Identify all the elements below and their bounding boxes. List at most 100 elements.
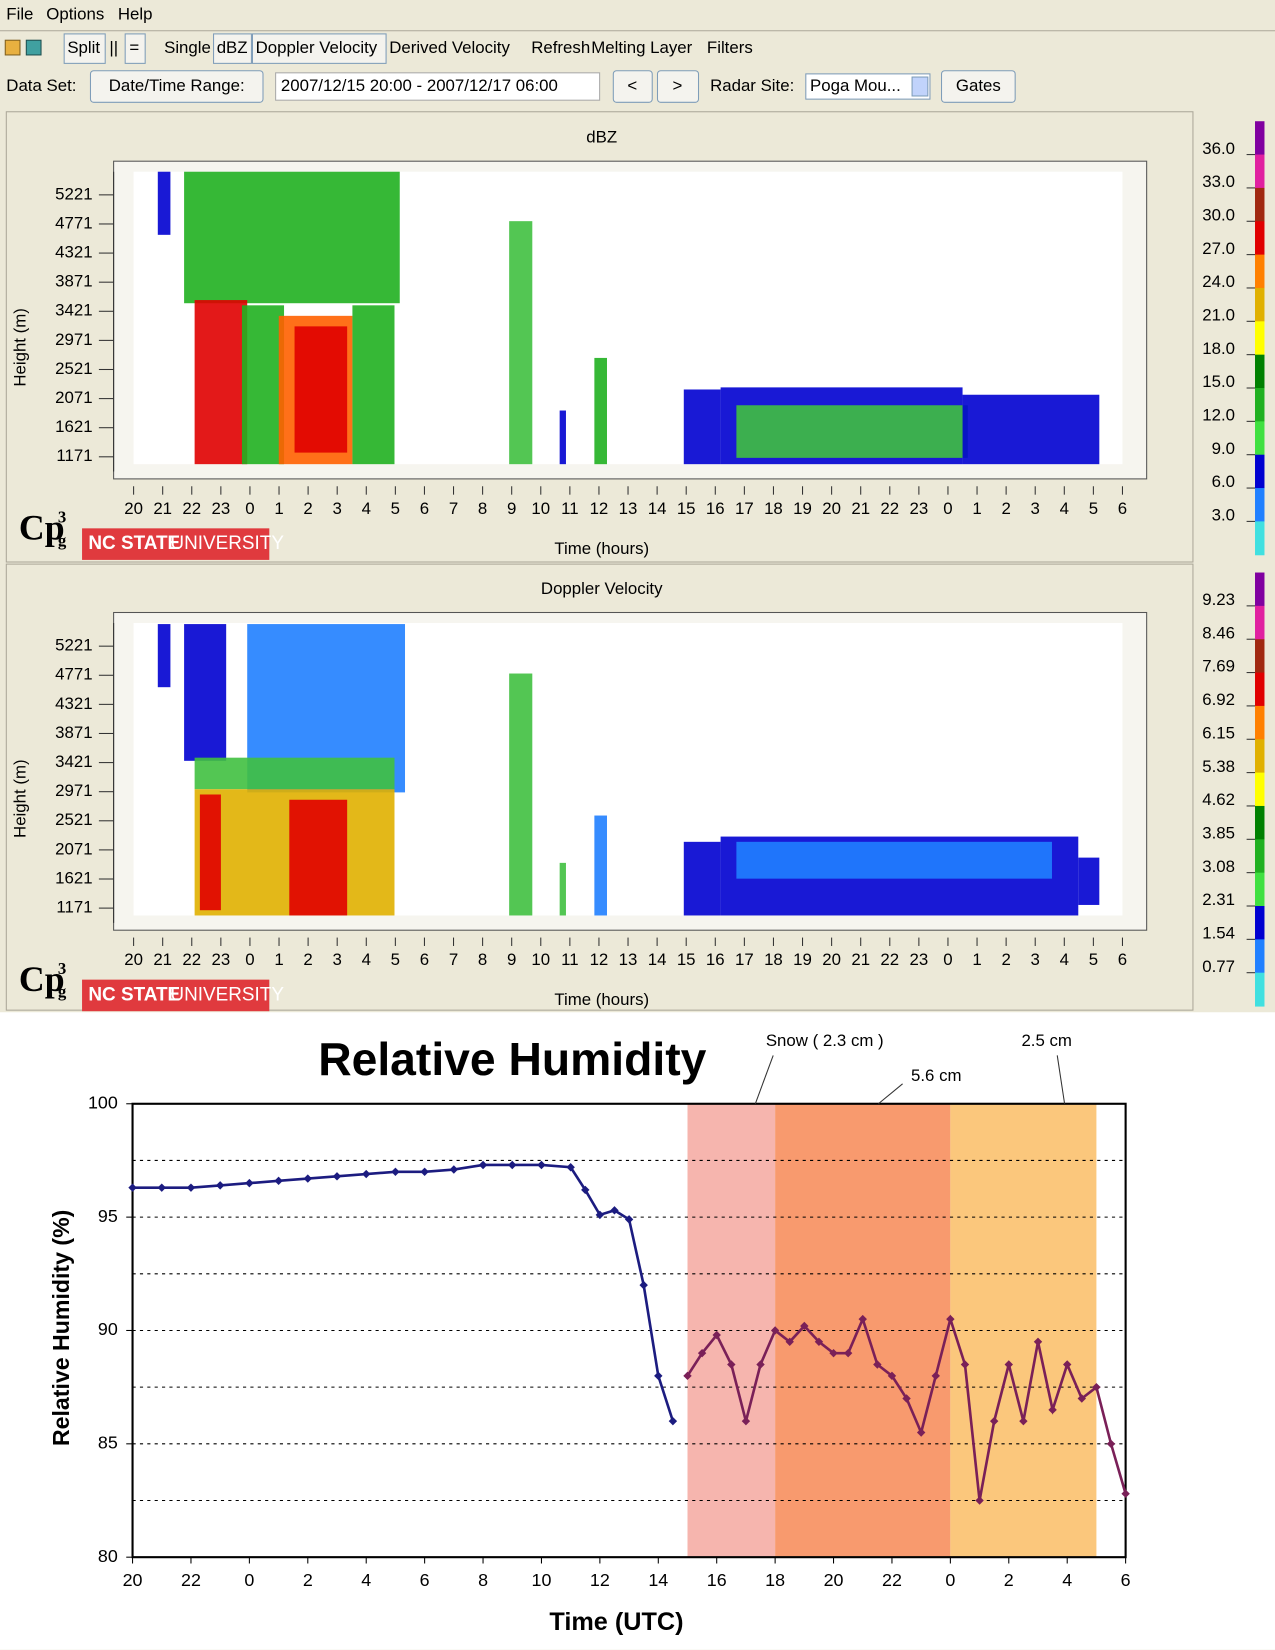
prev-label[interactable]: < bbox=[627, 76, 637, 95]
rh-point bbox=[756, 1360, 765, 1369]
x-axis-label: Time (UTC) bbox=[549, 1608, 683, 1636]
x-tick-label: 4 bbox=[1060, 499, 1069, 518]
x-tick-label: 10 bbox=[531, 499, 550, 518]
gates-button[interactable] bbox=[940, 70, 1016, 103]
save-icon[interactable] bbox=[25, 39, 42, 56]
x-tick-label: 3 bbox=[333, 499, 342, 518]
echo-region bbox=[294, 326, 348, 453]
rh-point bbox=[668, 1416, 678, 1426]
toolbar-label[interactable]: Split bbox=[67, 38, 100, 57]
y-tick-label: 2071 bbox=[55, 388, 92, 407]
range-field[interactable] bbox=[275, 72, 601, 101]
toolbar-label[interactable]: Filters bbox=[707, 38, 753, 57]
rh-point bbox=[391, 1167, 400, 1176]
toolbar-label[interactable]: Melting Layer bbox=[591, 38, 692, 57]
next-label[interactable]: > bbox=[673, 76, 683, 95]
x-tick-label: 6 bbox=[1118, 950, 1127, 969]
menu-item[interactable]: File bbox=[6, 4, 33, 23]
x-tick-label: 13 bbox=[619, 499, 638, 518]
toolbar-label[interactable]: Doppler Velocity bbox=[256, 38, 378, 57]
toolbar-label[interactable]: || bbox=[109, 38, 118, 57]
colorbar-label: 15.0 bbox=[1202, 372, 1235, 391]
range-button[interactable] bbox=[89, 70, 264, 103]
echo-region bbox=[352, 305, 395, 465]
radar-combo[interactable] bbox=[805, 73, 931, 100]
x-tick-label: 23 bbox=[211, 950, 230, 969]
menu-item[interactable]: Options bbox=[46, 4, 104, 23]
annotation-leader bbox=[878, 1083, 903, 1105]
x-tick-label: 10 bbox=[532, 1570, 552, 1590]
y-axis-label: Relative Humidity (%) bbox=[48, 1210, 74, 1446]
x-tick-label: 21 bbox=[851, 499, 870, 518]
split-button[interactable] bbox=[63, 33, 106, 64]
colorbar-label: 4.62 bbox=[1202, 790, 1235, 809]
open-icon[interactable] bbox=[4, 39, 21, 56]
x-tick-label: 5 bbox=[391, 950, 400, 969]
x-tick-label: 0 bbox=[943, 950, 952, 969]
equal-button[interactable] bbox=[124, 33, 146, 64]
range-button-label[interactable]: Date/Time Range: bbox=[109, 76, 245, 95]
x-tick-label: 2 bbox=[303, 499, 312, 518]
echo-region bbox=[962, 394, 1100, 465]
colorbar-label: 3.85 bbox=[1202, 824, 1235, 843]
rh-point bbox=[639, 1280, 648, 1290]
radar-value[interactable]: Poga Mou... bbox=[810, 76, 901, 95]
y-tick-label: 1621 bbox=[55, 417, 92, 436]
prev-button[interactable] bbox=[612, 70, 653, 103]
echo-region bbox=[509, 221, 533, 465]
x-tick-label: 2 bbox=[303, 950, 312, 969]
x-tick-label: 8 bbox=[478, 950, 487, 969]
rh-point bbox=[741, 1416, 751, 1426]
next-button[interactable] bbox=[656, 70, 700, 103]
x-tick-label: 10 bbox=[531, 950, 550, 969]
echo-region bbox=[289, 799, 348, 916]
toolbar-label[interactable]: dBZ bbox=[217, 38, 248, 57]
x-tick-label: 17 bbox=[735, 499, 754, 518]
echo-region bbox=[594, 357, 607, 465]
x-tick-label: 21 bbox=[153, 950, 172, 969]
y-tick-label: 1171 bbox=[56, 898, 92, 917]
toolbar-label[interactable]: Single bbox=[164, 38, 211, 57]
annotation: Snow ( 2.3 cm ) bbox=[766, 1031, 884, 1050]
colorbar-segment bbox=[1255, 254, 1265, 289]
school-name: NC STATE bbox=[88, 533, 180, 554]
range-value[interactable]: 2007/12/15 20:00 - 2007/12/17 06:00 bbox=[281, 76, 558, 95]
x-tick-label: 22 bbox=[181, 1570, 201, 1590]
rh-point bbox=[595, 1210, 605, 1220]
colorbar-segment bbox=[1255, 388, 1265, 422]
colorbar-label: 24.0 bbox=[1202, 272, 1235, 291]
echo-region bbox=[559, 410, 566, 465]
rh-point bbox=[128, 1183, 137, 1192]
y-tick-label: 2521 bbox=[55, 810, 92, 829]
toolbar-label[interactable]: Derived Velocity bbox=[389, 38, 510, 57]
x-tick-label: 1 bbox=[972, 499, 981, 518]
x-tick-label: 20 bbox=[822, 499, 841, 518]
x-tick-label: 2 bbox=[1001, 499, 1010, 518]
rh-point bbox=[186, 1183, 196, 1192]
doppler-button[interactable] bbox=[251, 33, 387, 64]
x-tick-label: 18 bbox=[765, 1570, 785, 1590]
x-tick-label: 13 bbox=[619, 950, 638, 969]
toolbar-label[interactable]: = bbox=[129, 38, 139, 57]
colorbar-label: 30.0 bbox=[1202, 205, 1235, 224]
panel-title: dBZ bbox=[586, 128, 617, 147]
x-tick-label: 15 bbox=[677, 950, 696, 969]
dbz-button[interactable] bbox=[213, 33, 252, 64]
colorbar-segment bbox=[1255, 221, 1265, 256]
x-tick-label: 12 bbox=[590, 950, 609, 969]
x-tick-label: 20 bbox=[824, 1570, 844, 1590]
menu-item[interactable]: Help bbox=[118, 4, 153, 23]
combo-arrow[interactable] bbox=[911, 76, 929, 97]
x-tick-label: 20 bbox=[124, 950, 143, 969]
colorbar-segment bbox=[1255, 488, 1265, 522]
x-tick-label: 2 bbox=[303, 1570, 313, 1590]
gates-label[interactable]: Gates bbox=[956, 76, 1001, 95]
x-tick-label: 4 bbox=[1062, 1570, 1072, 1590]
x-tick-label: 3 bbox=[1031, 950, 1040, 969]
colorbar-label: 36.0 bbox=[1202, 139, 1235, 158]
colorbar-segment bbox=[1255, 454, 1265, 489]
colorbar-segment bbox=[1255, 421, 1265, 456]
colorbar-segment bbox=[1255, 939, 1265, 974]
toolbar-label[interactable]: Refresh bbox=[531, 38, 590, 57]
